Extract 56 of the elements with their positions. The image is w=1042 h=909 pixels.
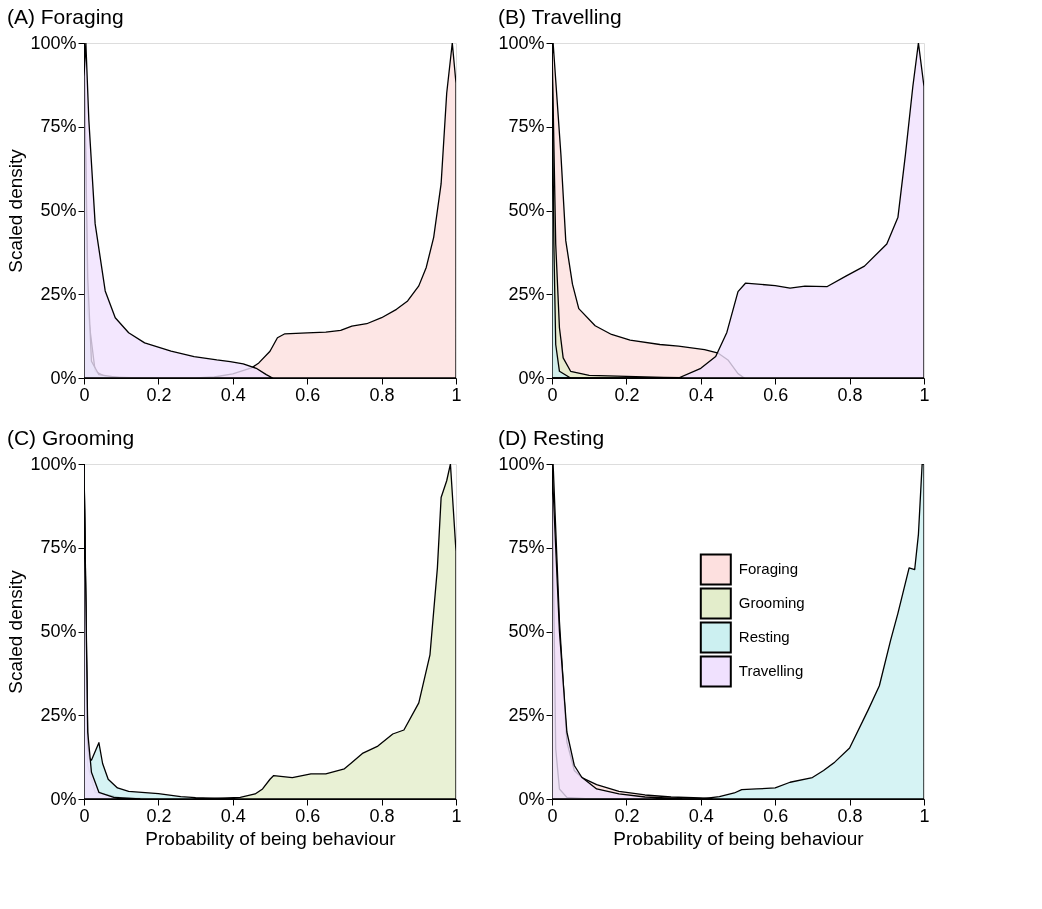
legend-label: Travelling (738, 662, 804, 680)
x-tick-label: 0.4 (688, 384, 714, 405)
y-tick-label: 100% (30, 32, 77, 53)
chart-title: (B) Travelling (497, 5, 622, 28)
y-tick-label: 100% (498, 32, 545, 53)
x-tick-label: 0.8 (837, 384, 863, 405)
y-tick-label: 75% (508, 116, 545, 137)
chart-title: (A) Foraging (6, 5, 124, 28)
y-tick-label: 50% (40, 200, 77, 220)
y-tick-label: 75% (40, 116, 77, 137)
x-tick-label: 0.2 (614, 384, 640, 405)
x-tick-label: 1 (919, 805, 930, 826)
x-tick-label: 1 (451, 805, 462, 826)
y-tick-label: 50% (40, 621, 77, 641)
x-tick-label: 0.8 (837, 805, 863, 826)
x-tick-label: 0.6 (763, 805, 789, 826)
y-axis-title: Scaled density (5, 569, 27, 694)
x-tick-label: 0.6 (295, 384, 321, 405)
x-tick-label: 0 (547, 384, 558, 405)
x-tick-label: 0 (79, 384, 90, 405)
y-tick-label: 25% (508, 704, 545, 725)
y-tick-label: 50% (508, 200, 545, 220)
y-tick-label: 0% (518, 367, 545, 388)
x-tick-label: 0.2 (146, 805, 172, 826)
x-tick-label: 0.2 (146, 384, 172, 405)
y-tick-label: 0% (518, 788, 545, 809)
y-tick-label: 75% (40, 537, 77, 558)
y-tick-label: 0% (50, 788, 77, 809)
x-tick-label: 0.8 (369, 384, 395, 405)
y-axis-title: Scaled density (5, 148, 27, 273)
x-tick-label: 0 (547, 805, 558, 826)
x-tick-label: 0.4 (220, 384, 246, 405)
x-tick-label: 0.2 (614, 805, 640, 826)
y-tick-label: 25% (40, 704, 77, 725)
x-axis-title: Probability of being behaviour (145, 827, 397, 849)
legend-label: Foraging (738, 560, 798, 578)
chart-title: (D) Resting (497, 426, 605, 449)
x-tick-label: 0 (79, 805, 90, 826)
legend-label: Resting (738, 628, 790, 646)
x-tick-label: 1 (919, 384, 930, 405)
y-tick-label: 25% (508, 283, 545, 304)
y-tick-label: 25% (40, 283, 77, 304)
x-tick-label: 0.4 (688, 805, 714, 826)
y-tick-label: 75% (508, 537, 545, 558)
chart-title: (C) Grooming (6, 426, 135, 449)
y-tick-label: 50% (508, 621, 545, 641)
x-tick-label: 0.6 (763, 384, 789, 405)
x-tick-label: 0.6 (295, 805, 321, 826)
legend-label: Grooming (738, 594, 805, 612)
x-axis-title: Probability of being behaviour (613, 827, 865, 849)
y-tick-label: 100% (30, 453, 77, 474)
x-tick-label: 1 (451, 384, 462, 405)
y-tick-label: 100% (498, 453, 545, 474)
x-tick-label: 0.4 (220, 805, 246, 826)
x-tick-label: 0.8 (369, 805, 395, 826)
y-tick-label: 0% (50, 367, 77, 388)
